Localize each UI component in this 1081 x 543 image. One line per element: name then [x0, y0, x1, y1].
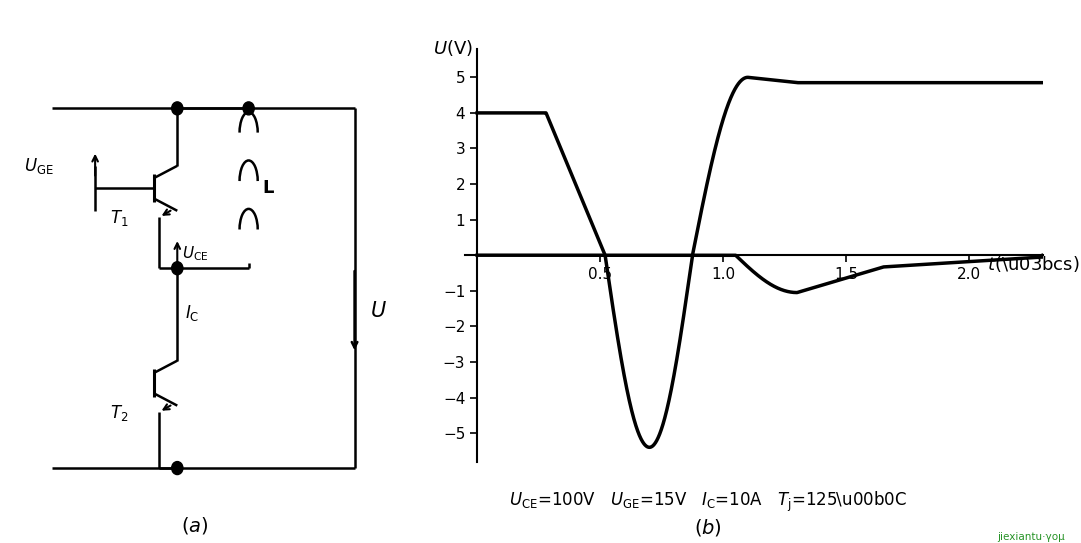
Text: $T_1$: $T_1$	[110, 209, 129, 228]
Text: $t$(\u03bcs): $t$(\u03bcs)	[987, 254, 1080, 274]
Text: $U$: $U$	[370, 301, 387, 321]
Text: $(b)$: $(b)$	[694, 517, 722, 538]
Text: $U_{\rm GE}$: $U_{\rm GE}$	[24, 156, 54, 176]
Text: $\mathbf{L}$: $\mathbf{L}$	[262, 179, 275, 197]
Circle shape	[172, 462, 183, 475]
Circle shape	[172, 262, 183, 275]
Text: $U$(V): $U$(V)	[432, 38, 472, 58]
Text: $U_{\rm CE}$=100V   $U_{\rm GE}$=15V   $I_{\rm C}$=10A   $T_{\rm j}$=125\u00b0C: $U_{\rm CE}$=100V $U_{\rm GE}$=15V $I_{\…	[509, 490, 907, 514]
Text: $(a)$: $(a)$	[181, 515, 209, 536]
Text: $T_2$: $T_2$	[110, 403, 129, 423]
Circle shape	[243, 102, 254, 115]
Text: jiexiantu·γομ: jiexiantu·γομ	[997, 532, 1065, 542]
Text: $I_{\rm C}$: $I_{\rm C}$	[185, 303, 199, 323]
Text: $U_{\rm CE}$: $U_{\rm CE}$	[183, 244, 209, 263]
Circle shape	[172, 102, 183, 115]
